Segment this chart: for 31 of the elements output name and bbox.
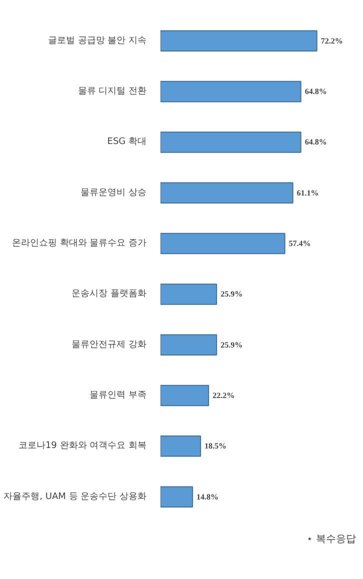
y-tick-label: ESG 확대 (107, 137, 146, 148)
y-tick-label: 물류안전규제 강화 (72, 340, 147, 350)
data-label: 64.8% (304, 87, 327, 96)
bar (160, 384, 210, 406)
data-label: 64.8% (304, 138, 327, 147)
y-tick-label: 코로나19 완화와 여객수요 회복 (18, 441, 147, 452)
data-label: 57.4% (288, 239, 311, 248)
data-label: 22.2% (212, 391, 235, 400)
y-tick-label: 글로벌 공급망 불안 지속 (48, 36, 147, 46)
y-tick-label: 운송시장 플랫폼화 (72, 289, 147, 300)
bar (160, 334, 218, 356)
y-tick-label: 물류운영비 상승 (80, 188, 147, 198)
data-label: 18.5% (204, 442, 227, 451)
data-label: 72.2% (320, 36, 343, 46)
data-label: 25.9% (220, 340, 243, 350)
bar (160, 232, 286, 254)
y-tick-label: 물류 디지털 전환 (78, 86, 147, 97)
y-tick-label: 물류인력 부족 (90, 390, 147, 401)
bar (160, 436, 202, 457)
bar (160, 284, 218, 305)
text: ⋆ 복수응답 (306, 534, 356, 545)
bar (160, 486, 194, 508)
bar (160, 182, 294, 204)
bar (160, 30, 318, 52)
data-label: 14.8% (196, 492, 219, 502)
y-tick-label: 온라인쇼핑 확대와 물류수요 증가 (12, 238, 147, 249)
y-tick-label: 자율주행, UAM 등 운송수단 상용화 (4, 492, 147, 502)
data-label: 61.1% (296, 188, 319, 198)
data-label: 25.9% (220, 290, 243, 299)
bar (160, 80, 302, 102)
bar (160, 132, 302, 153)
